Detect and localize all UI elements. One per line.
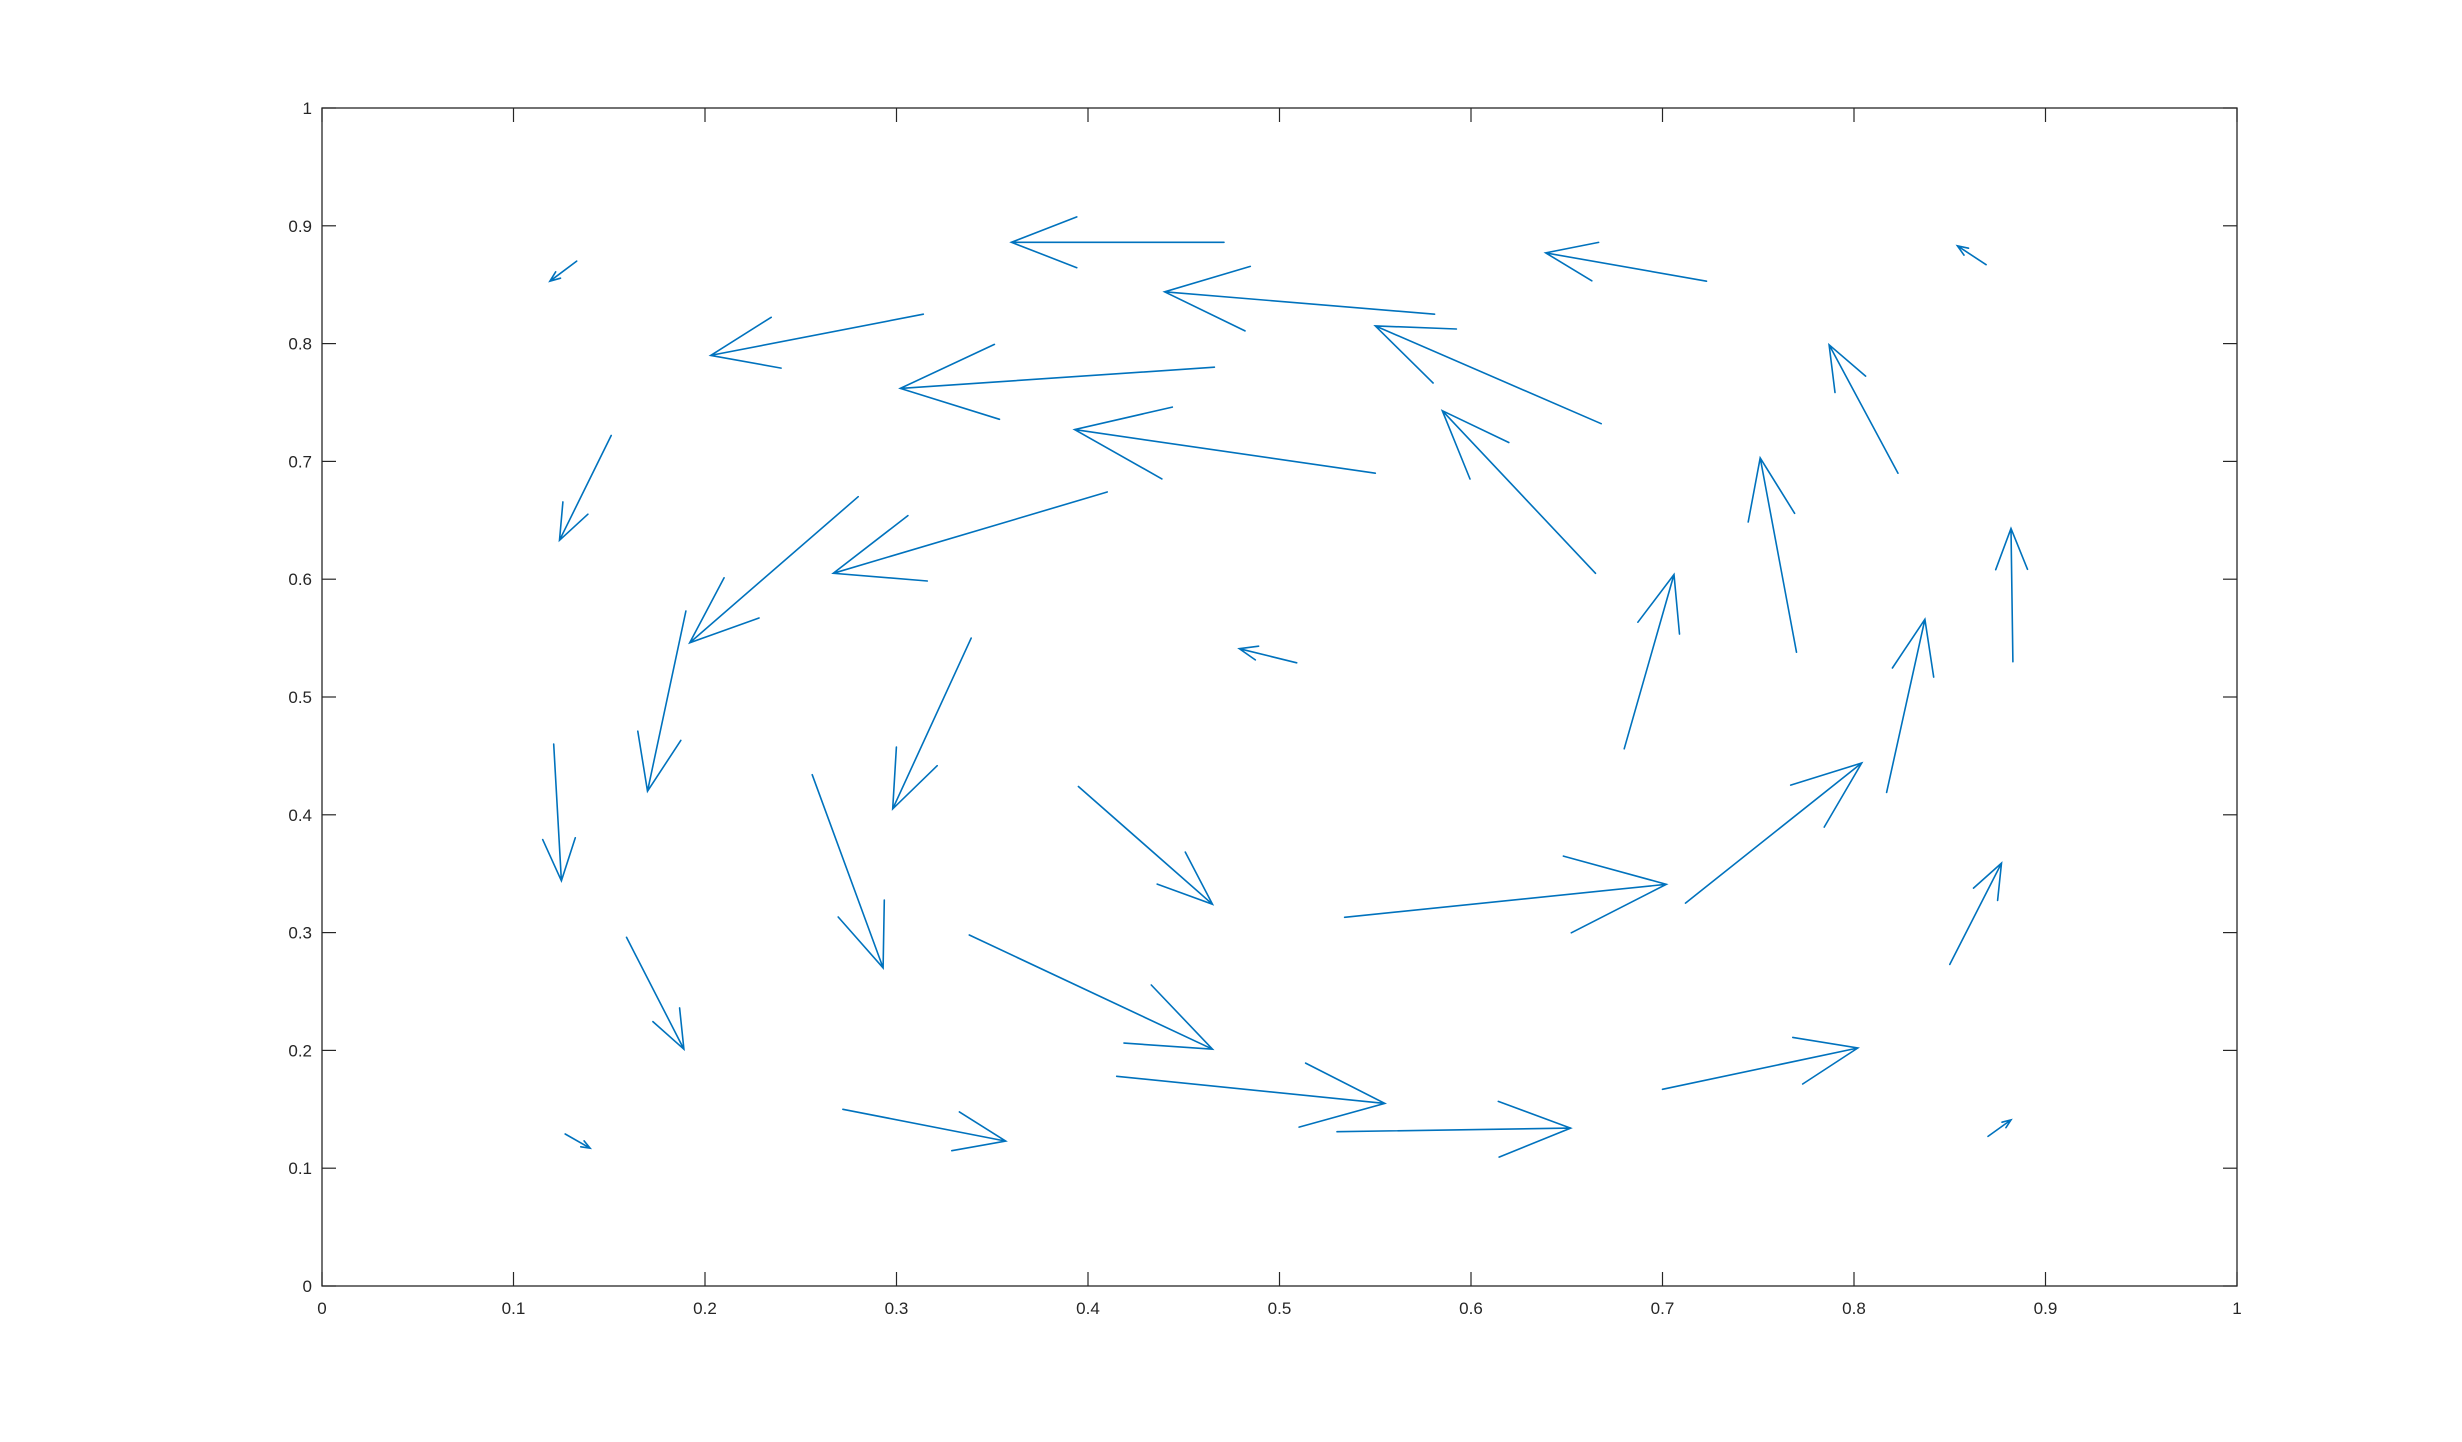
vector-arrow	[1661, 1036, 1860, 1091]
vector-arrow	[688, 495, 859, 645]
vector-arrow	[1336, 1100, 1573, 1158]
vector-arrow	[968, 934, 1215, 1051]
vector-arrow	[1543, 241, 1708, 282]
vector-arrow	[1955, 244, 1987, 266]
vector-arrow	[898, 343, 1216, 421]
vector-arrow	[1949, 861, 2003, 966]
x-tick-label: 0.4	[1076, 1299, 1100, 1318]
vector-arrow	[1994, 526, 2029, 663]
vector-arrow	[1684, 761, 1864, 904]
vector-arrow	[1828, 342, 1899, 474]
y-tick-label: 0.9	[288, 217, 312, 236]
y-tick-label: 0.3	[288, 924, 312, 943]
vector-arrow	[1987, 1118, 2013, 1138]
vector-arrow	[1115, 1062, 1387, 1128]
vector-arrow	[708, 313, 925, 369]
y-axis-ticks: 0 0.1 0.2 0.3 0.4 0.5 0.6 0.7 0.8 0.9 1	[288, 99, 2237, 1296]
vector-arrow	[1373, 325, 1602, 425]
vector-arrow	[891, 637, 972, 811]
x-tick-label: 0.9	[2034, 1299, 2058, 1318]
vector-arrow	[1072, 406, 1377, 480]
vector-arrow	[1343, 855, 1669, 934]
vector-arrow	[1440, 409, 1597, 575]
y-tick-label: 0.7	[288, 452, 312, 471]
vector-arrow	[1009, 216, 1225, 269]
vector-arrow	[1237, 645, 1298, 664]
y-tick-label: 0.8	[288, 335, 312, 354]
x-tick-label: 0.8	[1842, 1299, 1866, 1318]
x-tick-label: 0.2	[693, 1299, 717, 1318]
y-tick-label: 1	[303, 99, 312, 118]
vector-arrow	[1162, 265, 1436, 332]
y-tick-label: 0.4	[288, 806, 312, 825]
x-tick-label: 0.7	[1651, 1299, 1675, 1318]
y-tick-label: 0	[303, 1277, 312, 1296]
vector-arrow	[1077, 785, 1215, 906]
vector-arrow	[811, 773, 886, 970]
y-tick-label: 0.2	[288, 1041, 312, 1060]
x-tick-label: 0.3	[885, 1299, 909, 1318]
vector-arrow	[541, 743, 577, 884]
vector-arrow	[564, 1133, 593, 1150]
y-tick-label: 0.6	[288, 570, 312, 589]
vector-arrow	[558, 434, 612, 543]
x-tick-label: 0.6	[1459, 1299, 1483, 1318]
vector-arrow	[1747, 455, 1798, 653]
vector-arrow	[842, 1108, 1008, 1152]
vector-arrow	[637, 610, 687, 794]
x-tick-label: 0.5	[1268, 1299, 1292, 1318]
vector-arrow	[1623, 572, 1681, 750]
vector-field	[541, 216, 2029, 1158]
vector-arrow	[1885, 617, 1935, 794]
vector-arrow	[831, 491, 1108, 582]
vector-arrow	[548, 260, 578, 283]
x-axis-ticks: 0 0.1 0.2 0.3 0.4 0.5 0.6 0.7 0.8 0.9 1	[317, 108, 2242, 1318]
y-tick-label: 0.5	[288, 688, 312, 707]
vector-arrow	[625, 936, 685, 1052]
y-tick-label: 0.1	[288, 1159, 312, 1178]
x-tick-label: 0.1	[502, 1299, 526, 1318]
x-tick-label: 0	[317, 1299, 326, 1318]
x-tick-label: 1	[2232, 1299, 2241, 1318]
